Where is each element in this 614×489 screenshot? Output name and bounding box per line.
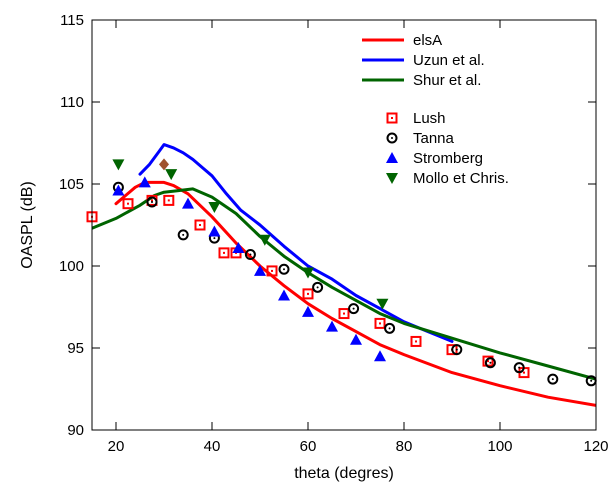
legend-label: Mollo et Chris. <box>413 170 509 187</box>
plot-frame <box>91 19 597 431</box>
data-point-tanna <box>348 303 360 315</box>
data-point-stromberg <box>350 333 362 345</box>
data-point-stromberg <box>374 350 386 362</box>
y-axis-label: OASPL (dB) <box>19 181 36 268</box>
x-tick-label: 40 <box>204 438 221 455</box>
data-point-lush <box>410 335 422 347</box>
y-tick-label: 95 <box>67 340 84 357</box>
x-tick-label: 80 <box>396 438 413 455</box>
data-point-stromberg <box>232 241 245 253</box>
data-point-mollo-et-chris <box>258 234 271 246</box>
data-point-tanna <box>513 362 525 374</box>
data-point-tanna <box>278 263 290 275</box>
data-point-lush <box>374 317 386 329</box>
data-point-mollo-et-chris <box>208 201 221 213</box>
data-point-mollo-et-chris <box>302 267 314 279</box>
legend-label: Lush <box>413 110 446 127</box>
data-point-lush <box>338 308 350 320</box>
data-point-tanna <box>312 281 324 293</box>
x-tick-label: 20 <box>108 438 125 455</box>
tick-layer: 20 40 60 80 100 120 90 95 100 105 110 115 <box>59 12 609 455</box>
data-point-tanna <box>146 196 158 208</box>
data-point-stromberg <box>302 305 314 317</box>
y-tick-label: 110 <box>60 94 84 111</box>
line-layer <box>92 143 596 407</box>
data-point-stromberg <box>112 184 125 196</box>
y-tick-label: 90 <box>67 422 84 439</box>
y-tick-label: 100 <box>59 258 84 275</box>
legend-marker-swatch <box>386 112 398 124</box>
marker-layer <box>86 158 597 387</box>
data-point-lush <box>218 247 230 259</box>
legend-label: elsA <box>413 32 442 49</box>
data-point-lush <box>266 265 278 277</box>
data-point-tanna <box>484 357 496 369</box>
x-tick-label: 60 <box>300 438 317 455</box>
data-point-mollo-et-chris <box>376 298 389 310</box>
data-point-lush <box>163 194 175 206</box>
data-point-overlap <box>159 158 169 171</box>
data-point-mollo-et-chris <box>165 169 178 181</box>
data-point-tanna <box>244 249 256 261</box>
x-tick-label: 120 <box>583 438 608 455</box>
legend: elsA Uzun et al. Shur et al. Lush Tanna Strom… <box>362 32 509 187</box>
x-axis-label: theta (degres) <box>294 465 394 482</box>
data-point-tanna <box>384 322 396 334</box>
legend-marker-swatch <box>386 132 398 144</box>
data-point-stromberg <box>208 225 221 237</box>
data-point-stromberg <box>182 197 194 209</box>
series-line-uzun-et-al- <box>138 143 454 343</box>
series-line-shur-et-al- <box>92 187 596 381</box>
data-point-tanna <box>547 373 559 385</box>
data-point-tanna <box>451 344 463 356</box>
data-point-stromberg <box>138 176 151 188</box>
legend-label: Uzun et al. <box>413 52 485 69</box>
y-tick-label: 105 <box>59 176 84 193</box>
data-point-mollo-et-chris <box>112 159 125 171</box>
data-point-tanna <box>177 229 189 241</box>
legend-label: Stromberg <box>413 150 483 167</box>
legend-marker-swatch <box>386 173 398 184</box>
data-point-stromberg <box>326 320 338 332</box>
legend-marker-swatch <box>386 152 398 163</box>
y-tick-label: 115 <box>60 12 84 29</box>
legend-label: Shur et al. <box>413 72 481 89</box>
data-point-stromberg <box>254 264 266 276</box>
x-tick-label: 100 <box>487 438 512 455</box>
data-point-lush <box>122 198 134 210</box>
data-point-lush <box>194 219 206 231</box>
data-point-stromberg <box>278 289 290 301</box>
legend-label: Tanna <box>413 130 455 147</box>
data-point-lush <box>302 288 314 300</box>
